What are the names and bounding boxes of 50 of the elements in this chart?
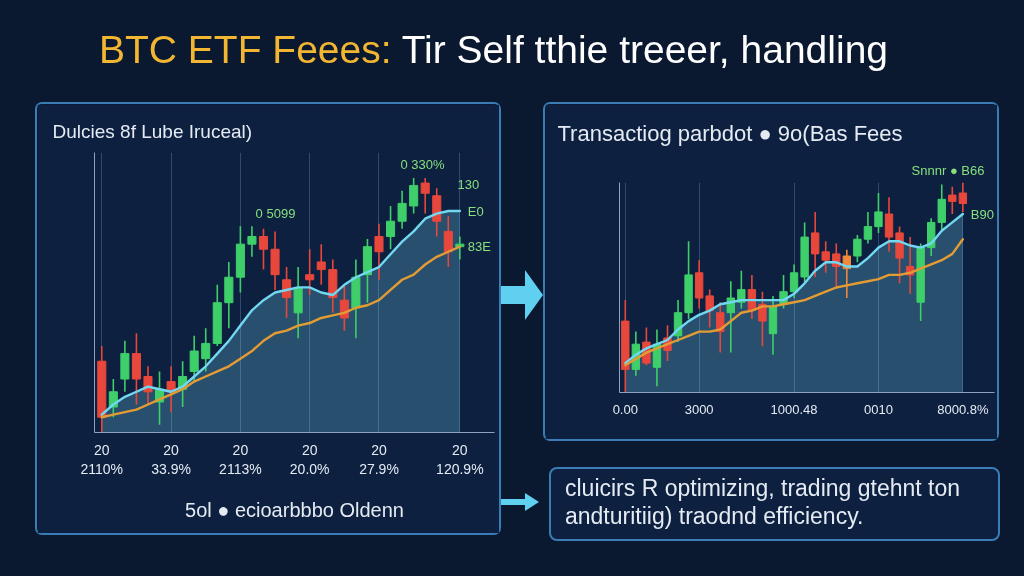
candlestick bbox=[758, 290, 767, 348]
x-tick-label: 0010 bbox=[864, 401, 893, 417]
candlestick bbox=[716, 301, 725, 354]
candlestick bbox=[339, 284, 349, 332]
candlestick bbox=[316, 243, 326, 286]
candlestick bbox=[258, 228, 269, 271]
candlestick bbox=[884, 196, 894, 253]
candlestick bbox=[455, 235, 465, 261]
candlestick bbox=[420, 177, 430, 215]
candlestick bbox=[386, 205, 396, 251]
x-tick-label: 20 27.9% bbox=[359, 441, 399, 477]
x-tick-label: 20 120.9% bbox=[436, 441, 484, 477]
x-tick-label: 0.00 bbox=[612, 401, 638, 417]
annotation: 0 5099 bbox=[255, 206, 296, 222]
x-tick-label: 20 33.9% bbox=[151, 441, 191, 477]
candlestick bbox=[409, 177, 419, 215]
annotation: 83E bbox=[467, 239, 492, 255]
annotation: 130 bbox=[457, 176, 480, 192]
candlestick bbox=[705, 288, 714, 329]
candlestick bbox=[374, 222, 384, 281]
text: andturitiig) traodnd efficiency. bbox=[565, 502, 864, 529]
annotation: E0 bbox=[467, 203, 484, 219]
chart-title: Dulcies 8f Lube Iruceal) bbox=[52, 121, 253, 142]
candlestick bbox=[443, 215, 453, 268]
candlestick bbox=[201, 327, 211, 373]
x-tick-label: 20 20.0% bbox=[289, 441, 330, 477]
text: 0 330% bbox=[400, 156, 445, 172]
x-tick-label: 1000.48 bbox=[770, 401, 818, 417]
candlestick bbox=[948, 185, 957, 215]
x-tick-label: 3000 bbox=[684, 401, 714, 417]
text: 5ol ● ecioarbbbo Oldenn bbox=[185, 498, 404, 521]
annotation: B90 bbox=[970, 206, 994, 222]
candlestick bbox=[247, 225, 257, 258]
text: cluicirs R optimizing, trading gtehnt ton bbox=[565, 475, 961, 501]
candlestick bbox=[853, 234, 862, 264]
candlestick bbox=[189, 334, 199, 383]
candlestick bbox=[789, 263, 799, 299]
candlestick bbox=[726, 280, 735, 354]
text: Snnnr ● B66 bbox=[911, 162, 985, 178]
candlestick bbox=[305, 248, 315, 296]
x-tick-label: 20 2110% bbox=[80, 441, 124, 477]
candlestick bbox=[863, 211, 873, 245]
candlestick bbox=[937, 183, 946, 232]
candlestick bbox=[397, 189, 407, 230]
candlestick bbox=[958, 182, 968, 213]
text: BTC ETF Feees: Tir Self tthie treeer, handling bbox=[99, 27, 889, 73]
candlestick bbox=[874, 192, 883, 234]
x-tick-label: 20 2113% bbox=[219, 441, 262, 477]
chart-title: Transactiog parbdot ● 9o(Bas Fees bbox=[557, 121, 903, 146]
x-tick-label: 8000.8% bbox=[937, 401, 989, 417]
